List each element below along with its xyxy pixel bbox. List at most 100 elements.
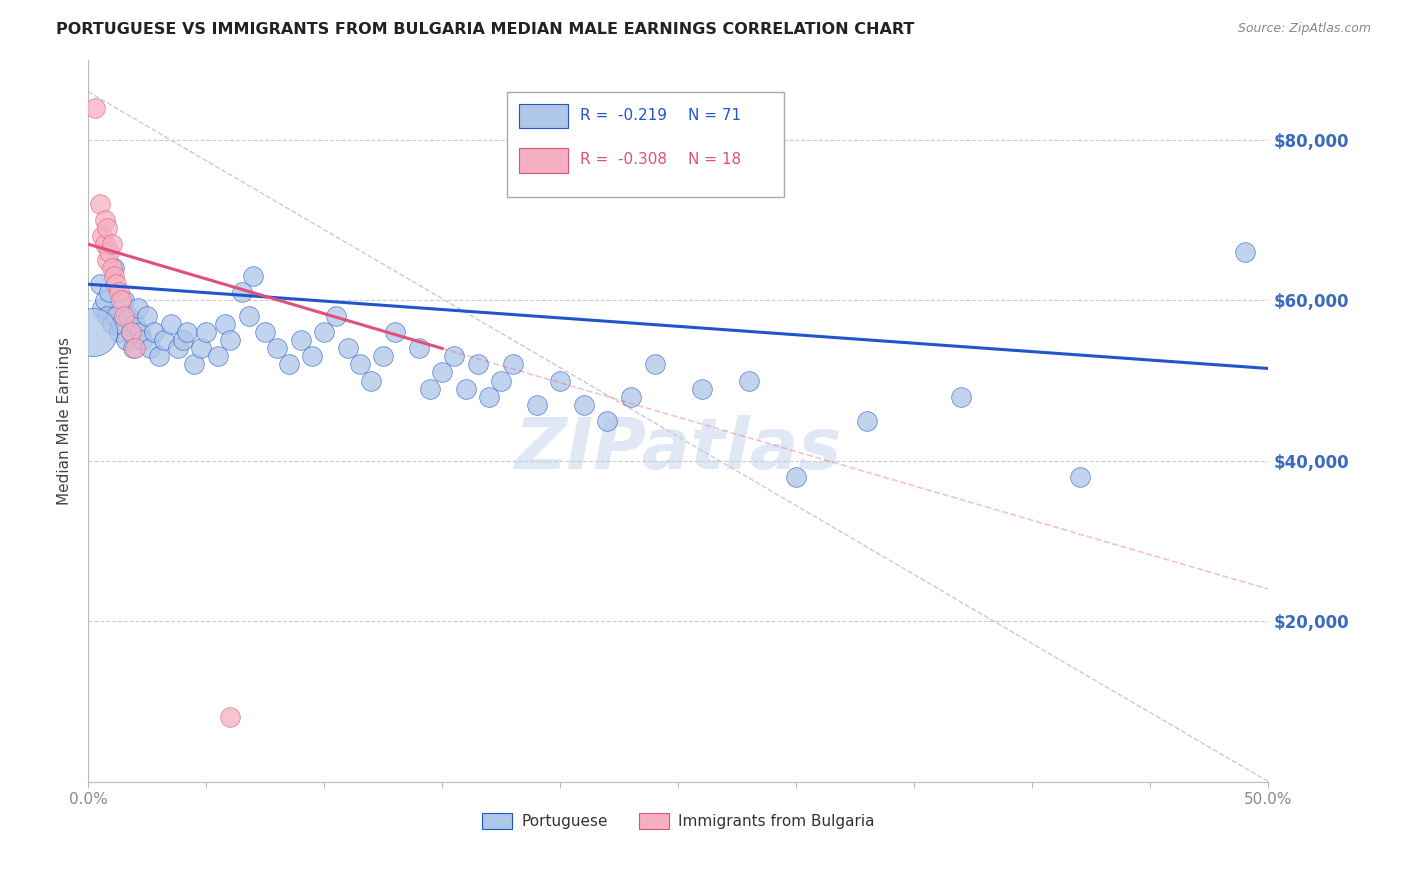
- Point: [103, 261, 125, 276]
- Point: [419, 382, 441, 396]
- Point: [596, 414, 619, 428]
- Point: [214, 318, 236, 332]
- FancyBboxPatch shape: [519, 148, 568, 173]
- Point: [91, 229, 114, 244]
- Point: [238, 310, 260, 324]
- Point: [231, 285, 253, 300]
- Point: [690, 382, 713, 396]
- Point: [432, 366, 454, 380]
- FancyBboxPatch shape: [508, 92, 785, 197]
- Point: [110, 293, 132, 308]
- Point: [131, 334, 153, 348]
- Point: [138, 342, 160, 356]
- Point: [467, 358, 489, 372]
- Point: [207, 350, 229, 364]
- Text: PORTUGUESE VS IMMIGRANTS FROM BULGARIA MEDIAN MALE EARNINGS CORRELATION CHART: PORTUGUESE VS IMMIGRANTS FROM BULGARIA M…: [56, 22, 915, 37]
- Point: [100, 318, 122, 332]
- Point: [314, 326, 336, 340]
- Point: [176, 326, 198, 340]
- Point: [96, 253, 118, 268]
- Point: [172, 334, 194, 348]
- Point: [349, 358, 371, 372]
- Y-axis label: Median Male Earnings: Median Male Earnings: [58, 336, 72, 505]
- Text: Source: ZipAtlas.com: Source: ZipAtlas.com: [1237, 22, 1371, 36]
- Point: [124, 342, 146, 356]
- Point: [120, 326, 142, 340]
- Point: [526, 398, 548, 412]
- Point: [93, 237, 115, 252]
- Point: [115, 334, 138, 348]
- Point: [478, 390, 501, 404]
- Point: [96, 221, 118, 235]
- Point: [112, 293, 135, 308]
- Point: [856, 414, 879, 428]
- Point: [373, 350, 395, 364]
- Point: [325, 310, 347, 324]
- Point: [183, 358, 205, 372]
- Point: [548, 374, 571, 388]
- Point: [124, 318, 146, 332]
- Point: [108, 326, 131, 340]
- Point: [122, 342, 145, 356]
- Point: [195, 326, 218, 340]
- Point: [93, 293, 115, 308]
- Point: [301, 350, 323, 364]
- Point: [89, 277, 111, 292]
- Point: [166, 342, 188, 356]
- Text: N = 71: N = 71: [688, 108, 741, 123]
- Point: [112, 310, 135, 324]
- Point: [644, 358, 666, 372]
- Point: [84, 101, 107, 115]
- Point: [277, 358, 299, 372]
- Point: [443, 350, 465, 364]
- Point: [148, 350, 170, 364]
- Point: [91, 301, 114, 316]
- Text: ZIPatlas: ZIPatlas: [515, 415, 842, 484]
- Point: [254, 326, 277, 340]
- Point: [950, 390, 973, 404]
- Point: [100, 237, 122, 252]
- Point: [218, 710, 240, 724]
- FancyBboxPatch shape: [519, 103, 568, 128]
- Point: [384, 326, 406, 340]
- Point: [100, 261, 122, 276]
- Point: [108, 285, 131, 300]
- Point: [785, 470, 807, 484]
- Point: [266, 342, 288, 356]
- Point: [105, 277, 128, 292]
- Point: [117, 310, 139, 324]
- Text: R =  -0.308: R = -0.308: [581, 153, 668, 168]
- Point: [218, 334, 240, 348]
- Point: [103, 269, 125, 284]
- Point: [502, 358, 524, 372]
- Point: [143, 326, 166, 340]
- Point: [136, 310, 159, 324]
- Text: R =  -0.219: R = -0.219: [581, 108, 668, 123]
- Point: [98, 245, 121, 260]
- Point: [120, 326, 142, 340]
- Point: [620, 390, 643, 404]
- Point: [242, 269, 264, 284]
- Point: [105, 310, 128, 324]
- Point: [127, 301, 149, 316]
- Point: [129, 326, 152, 340]
- Point: [454, 382, 477, 396]
- Point: [290, 334, 312, 348]
- Point: [190, 342, 212, 356]
- Point: [738, 374, 761, 388]
- Point: [96, 310, 118, 324]
- Point: [89, 197, 111, 211]
- Point: [82, 326, 104, 340]
- Point: [408, 342, 430, 356]
- Point: [1069, 470, 1091, 484]
- Point: [1233, 245, 1256, 260]
- Legend: Portuguese, Immigrants from Bulgaria: Portuguese, Immigrants from Bulgaria: [475, 807, 880, 836]
- Point: [336, 342, 359, 356]
- Text: N = 18: N = 18: [688, 153, 741, 168]
- Point: [110, 318, 132, 332]
- Point: [98, 285, 121, 300]
- Point: [360, 374, 382, 388]
- Point: [572, 398, 595, 412]
- Point: [152, 334, 174, 348]
- Point: [489, 374, 512, 388]
